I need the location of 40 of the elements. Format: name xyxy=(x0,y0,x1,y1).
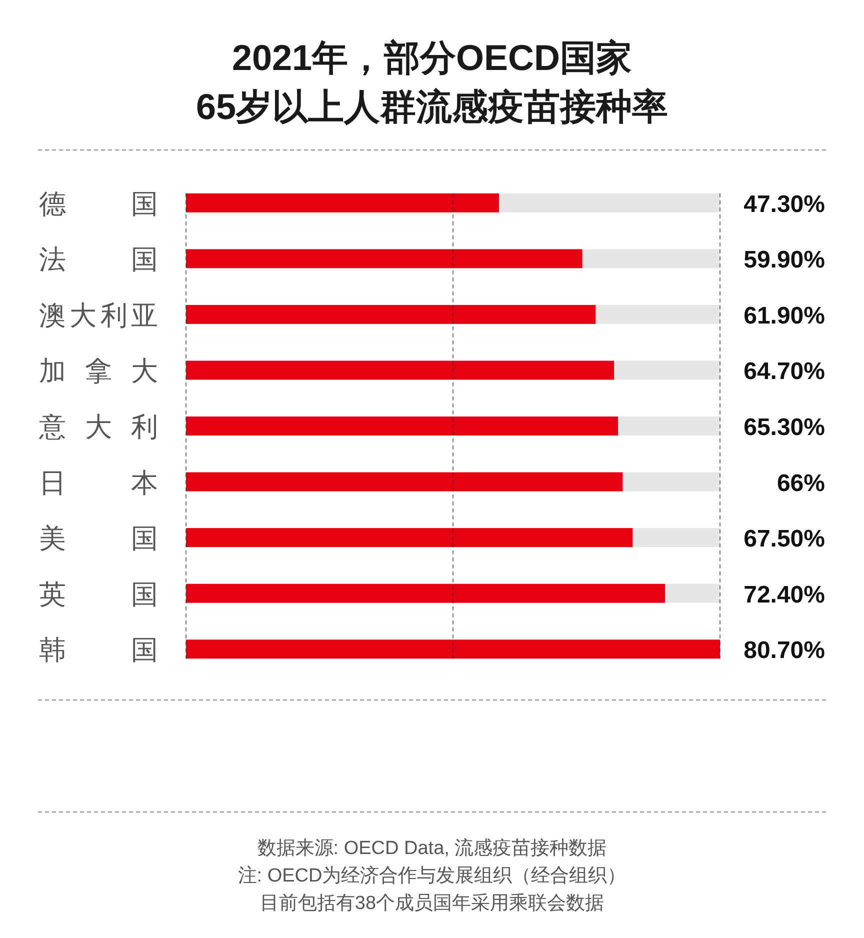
bar xyxy=(186,360,614,380)
bar xyxy=(632,528,720,548)
bar xyxy=(665,584,720,603)
text: 注: OECD为经济合作与发展组织（经合组织） xyxy=(238,864,626,886)
y-tick-label: 韩国 xyxy=(39,635,158,666)
data-label: 47.30% xyxy=(744,190,825,218)
bar xyxy=(618,416,720,436)
data-label: 72.40% xyxy=(744,581,825,608)
bar xyxy=(186,416,618,436)
bar xyxy=(186,304,596,324)
chart-subtitle: 65岁以上人群流感疫苗接种率 xyxy=(196,86,668,127)
bar xyxy=(498,193,720,212)
y-tick-label: 法国 xyxy=(39,244,158,275)
data-label: 66% xyxy=(776,470,825,497)
bar xyxy=(186,584,666,603)
y-tick-label: 英国 xyxy=(39,579,158,610)
bar xyxy=(186,472,623,492)
data-label: 61.90% xyxy=(744,302,825,330)
bar xyxy=(582,249,720,268)
y-tick-label: 美国 xyxy=(39,524,158,554)
bar xyxy=(614,360,720,380)
bar xyxy=(186,528,633,548)
data-label: 65.30% xyxy=(744,414,825,441)
y-tick-label: 日本 xyxy=(39,468,158,498)
bar xyxy=(186,640,720,659)
data-label: 80.70% xyxy=(744,637,825,664)
bar xyxy=(596,304,720,324)
y-tick-label: 意大利 xyxy=(38,412,158,442)
y-tick-label: 加拿大 xyxy=(39,356,158,386)
y-tick-label: 德国 xyxy=(39,188,158,219)
bar xyxy=(186,249,582,268)
y-tick-label: 澳大利亚 xyxy=(39,300,158,330)
bar xyxy=(186,193,499,212)
bar xyxy=(622,472,720,492)
chart-title: 2021年，部分OECD国家 xyxy=(232,37,632,78)
text: 目前包括有38个成员国年采用乘联会数据 xyxy=(260,893,604,914)
data-label: 59.90% xyxy=(744,246,825,274)
source-note: 数据来源: OECD Data, 流感疫苗接种数据 xyxy=(257,837,607,859)
data-label: 64.70% xyxy=(744,358,825,386)
data-label: 67.50% xyxy=(744,526,825,553)
